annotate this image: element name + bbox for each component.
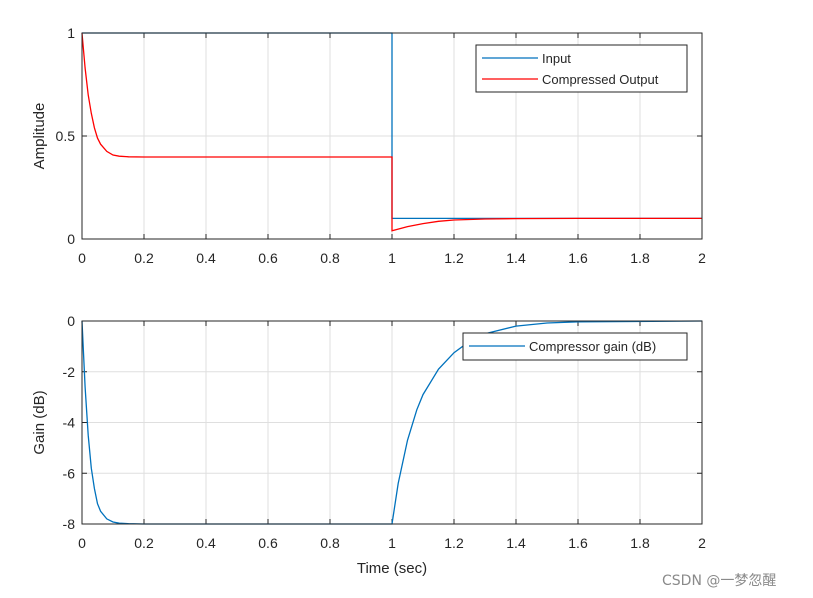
legend: Input Compressed Output <box>475 44 688 93</box>
x-tick-label: 1.6 <box>568 535 588 551</box>
y-tick-label: -8 <box>63 516 76 532</box>
x-tick-label: 1 <box>388 535 396 551</box>
y-tick-label: 1 <box>67 25 75 41</box>
x-tick-label: 0.4 <box>196 535 216 551</box>
x-tick-label: 0.4 <box>196 250 216 266</box>
x-tick-label: 1 <box>388 250 396 266</box>
x-tick-label: 0.6 <box>258 250 278 266</box>
x-tick-label: 1.2 <box>444 535 464 551</box>
watermark: CSDN @一梦忽醒 <box>662 573 777 589</box>
legend-entry: Compressor gain (dB) <box>529 339 656 354</box>
x-tick-label: 0 <box>78 535 86 551</box>
series-line <box>81 32 702 232</box>
y-tick-label: 0.5 <box>56 128 76 144</box>
y-axis-label: Amplitude <box>31 103 48 170</box>
x-tick-label: 2 <box>698 535 706 551</box>
axes-box <box>81 32 703 240</box>
x-tick-label: 2 <box>698 250 706 266</box>
legend-entry: Input <box>542 51 571 66</box>
y-tick-label: 0 <box>67 313 75 329</box>
x-axis-label: Time (sec) <box>357 560 427 577</box>
axes-box <box>81 320 703 525</box>
x-tick-label: 1.2 <box>444 250 464 266</box>
gain-axes: 0 0.2 0.4 0.6 0.8 1 1.2 1.4 1.6 1.8 2 -8 -6 -4 -2 0 Gain… <box>31 313 706 577</box>
y-tick-label: 0 <box>67 231 75 247</box>
x-tick-label: 1.6 <box>568 250 588 266</box>
x-tick-label: 1.4 <box>506 535 526 551</box>
y-axis-label: Gain (dB) <box>31 390 48 454</box>
legend: Compressor gain (dB) <box>462 332 688 361</box>
x-tick-label: 0.8 <box>320 250 340 266</box>
x-tick-label: 0.2 <box>134 535 154 551</box>
y-tick-label: -2 <box>63 364 76 380</box>
x-tick-label: 0.6 <box>258 535 278 551</box>
x-tick-label: 1.8 <box>630 250 650 266</box>
y-tick-label: -6 <box>63 465 76 481</box>
x-tick-label: 0.2 <box>134 250 154 266</box>
amplitude-axes: 0 0.2 0.4 0.6 0.8 1 1.2 1.4 1.6 1.8 2 0 0.5 1 Amplitud… <box>31 25 706 266</box>
x-tick-label: 1.8 <box>630 535 650 551</box>
y-tick-label: -4 <box>63 415 76 431</box>
legend-entry: Compressed Output <box>542 72 659 87</box>
x-tick-label: 0 <box>78 250 86 266</box>
x-tick-label: 1.4 <box>506 250 526 266</box>
x-tick-label: 0.8 <box>320 535 340 551</box>
